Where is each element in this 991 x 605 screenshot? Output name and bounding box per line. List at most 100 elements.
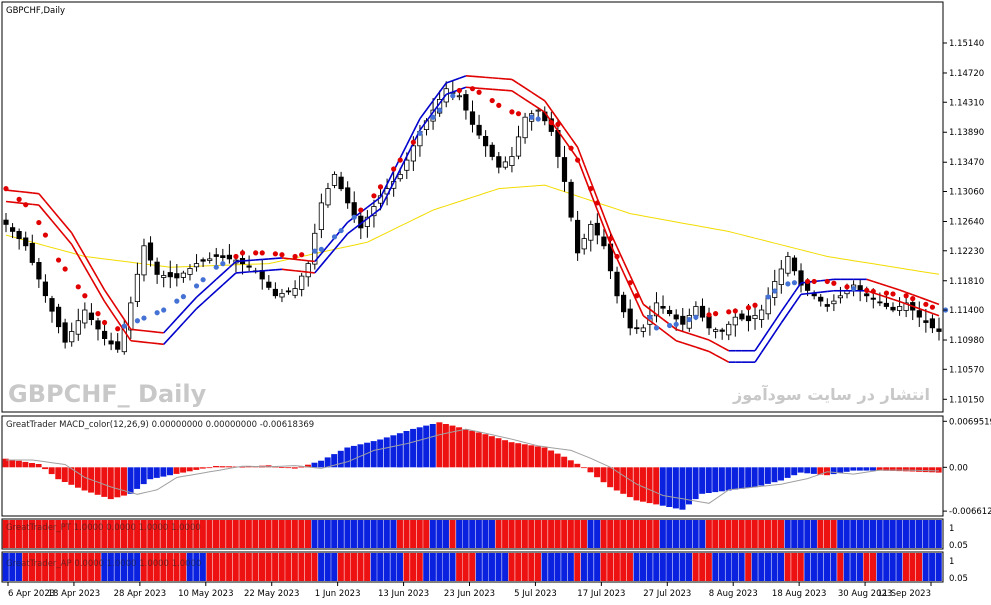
channel-segment (479, 87, 486, 90)
candle (75, 308, 81, 341)
candle-down (23, 237, 29, 247)
trend-dot (351, 214, 357, 220)
channel-segment (44, 212, 53, 222)
channel-segment (498, 89, 506, 92)
candle-down (798, 270, 804, 286)
channel-segment (649, 308, 657, 315)
candle (82, 302, 88, 329)
channel-segment (892, 287, 900, 291)
candle-up (299, 275, 305, 290)
channel-segment (787, 303, 796, 314)
candle (16, 228, 22, 250)
trend-dot (647, 314, 653, 320)
strip-bar (686, 520, 693, 548)
channel-segment (432, 91, 441, 102)
strip-bar (55, 520, 62, 548)
strip-bar (423, 553, 430, 581)
strip-bar (929, 553, 936, 581)
strip-tick-label: 1 (949, 524, 954, 534)
candle-up (404, 159, 410, 171)
strip-bar (350, 520, 357, 548)
macd-bar (15, 460, 22, 468)
channel-segment (84, 255, 93, 268)
strip-bar (541, 520, 548, 548)
strip-pt-frame (1, 518, 944, 550)
candle-up (903, 302, 909, 311)
macd-bar (147, 467, 154, 480)
trend-dot (55, 257, 62, 263)
candle (49, 295, 55, 323)
strip-bar (732, 553, 739, 581)
candle (36, 257, 42, 288)
strip-bar (318, 553, 325, 581)
strip-bar (548, 553, 555, 581)
strip-ap-pane[interactable]: GreatTrader_AP 0.0000 1.0000 1.0000 1.00… (1, 551, 944, 583)
candle-down (226, 254, 232, 260)
strip-pt-pane[interactable]: GreatTrader_PT 1.0000 0.0000 1.0000 1.00… (1, 518, 944, 550)
candle-down (147, 242, 154, 261)
strip-bar (738, 520, 745, 548)
candle-up (653, 302, 660, 317)
channel-segment (288, 269, 296, 272)
price-tick-label: 1.13060 (949, 188, 984, 198)
channel-segment (603, 226, 612, 245)
candle-down (660, 305, 666, 309)
candle (798, 263, 804, 293)
candle-down (621, 294, 627, 313)
candle-up (325, 188, 331, 206)
channel-segment (169, 318, 178, 327)
date-tick-label: 5 Jul 2023 (514, 589, 557, 599)
channel-segment (255, 270, 263, 273)
trend-dot (529, 114, 535, 120)
trend-dot (101, 319, 108, 326)
candle-down (936, 328, 942, 332)
strip-bar (331, 520, 338, 548)
channel-segment (682, 330, 690, 335)
candle (667, 305, 673, 317)
strip-bar (226, 520, 233, 548)
channel-segment (90, 278, 99, 291)
strip-bar (580, 520, 587, 548)
strip-bar (916, 520, 923, 548)
trend-dot (233, 253, 239, 260)
channel-segment (353, 223, 362, 230)
candle-up (292, 288, 298, 296)
strip-bar (75, 553, 82, 581)
channel-segment (123, 330, 132, 342)
trend-dot (430, 114, 436, 120)
candle-up (456, 95, 463, 98)
channel-segment (196, 290, 204, 298)
strip-bar (554, 520, 561, 548)
strip-bar (180, 553, 187, 581)
macd-bar (134, 467, 141, 489)
strip-bar (442, 520, 449, 548)
candle (23, 231, 29, 251)
channel-segment (189, 296, 198, 305)
candle (463, 90, 469, 120)
channel-segment (695, 346, 703, 351)
macd-label: GreatTrader MACD_color(12,26,9) 0.000000… (6, 420, 314, 430)
strip-bar (626, 520, 633, 548)
macd-bar (810, 467, 817, 474)
date-tick-label: 11 Sep 2023 (877, 589, 931, 599)
date-tick-label: 18 Aug 2023 (772, 589, 826, 599)
channel-segment (682, 342, 690, 346)
macd-bar (771, 467, 778, 483)
strip-bar (574, 520, 581, 548)
price-pane[interactable]: GBPCHF_ Daily انتشار در سایت سودآموز GBP… (1, 1, 949, 413)
date-tick-label: 28 Apr 2023 (114, 589, 167, 599)
trend-dot (686, 316, 692, 323)
candle (634, 319, 640, 334)
trend-dot (515, 111, 522, 117)
macd-pane[interactable]: GreatTrader MACD_color(12,26,9) 0.000000… (1, 415, 944, 517)
strip-bar (495, 553, 502, 581)
strip-bar (2, 553, 9, 581)
strip-bar (134, 553, 141, 581)
strip-bar (686, 553, 693, 581)
trend-dot (752, 302, 758, 308)
channel-segment (71, 243, 79, 257)
macd-bar (488, 436, 495, 468)
strip-bar (902, 553, 909, 581)
channel-segment (636, 289, 645, 305)
candle-up (897, 306, 903, 311)
